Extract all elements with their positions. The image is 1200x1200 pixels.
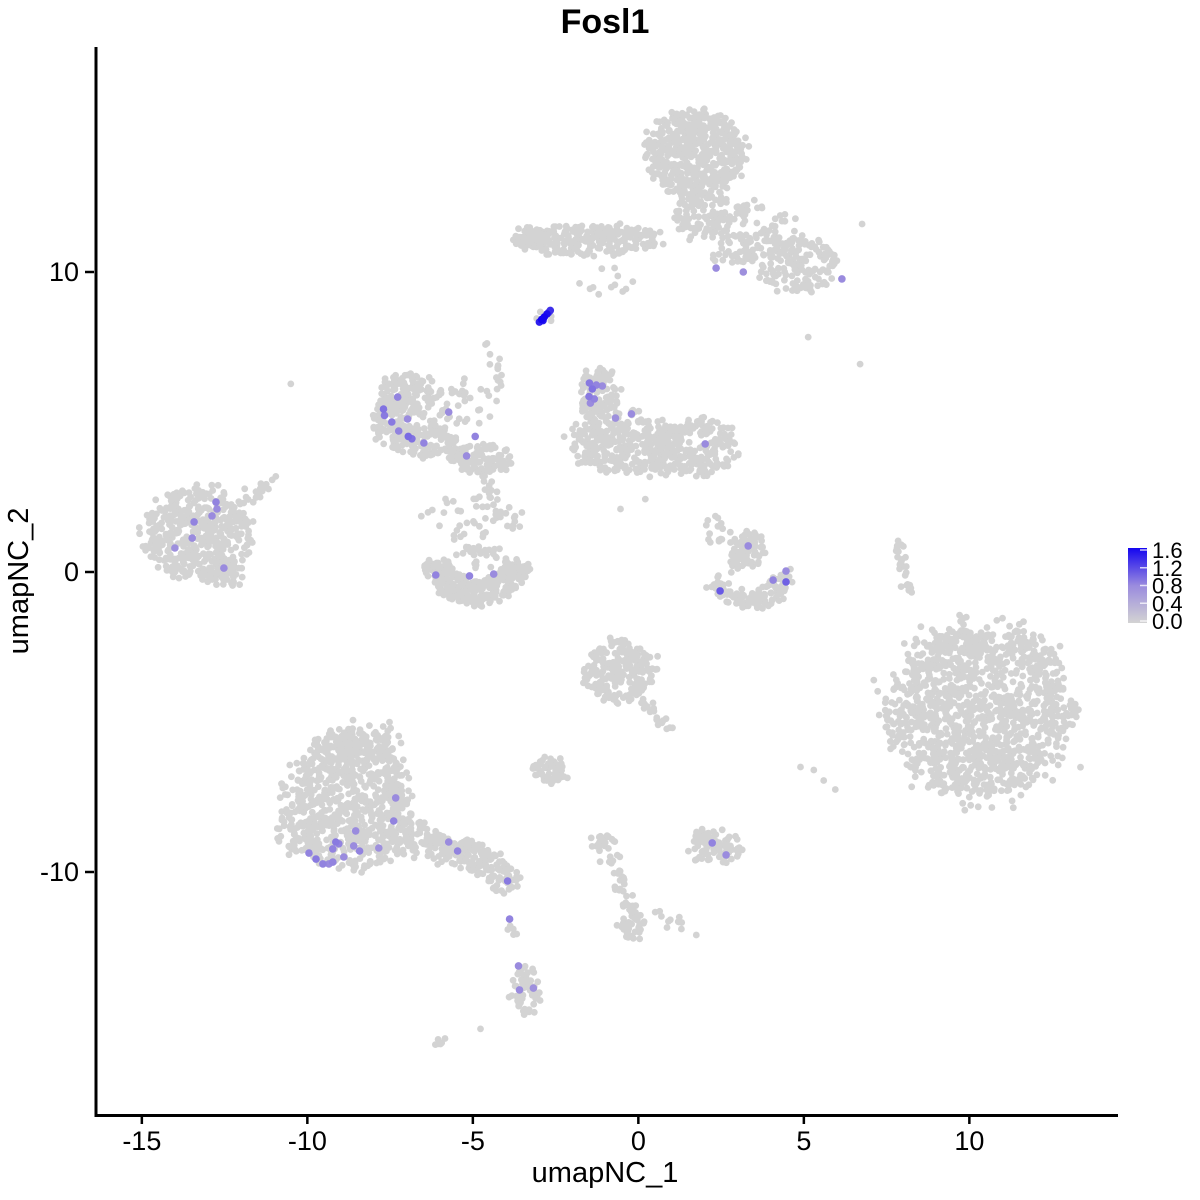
legend-tick-label: 0.4 xyxy=(1152,591,1183,616)
y-tick-label: 0 xyxy=(64,557,79,587)
x-axis-title: umapNC_1 xyxy=(532,1157,679,1189)
legend-colorbar: 1.61.20.80.40.0 xyxy=(1128,538,1183,634)
y-axis-ticks: 10 0 -10 xyxy=(40,257,94,887)
legend-tick-label: 1.6 xyxy=(1152,538,1183,563)
x-axis-ticks: -15 -10 -5 0 5 10 xyxy=(122,1115,984,1156)
legend-tick-label: 1.2 xyxy=(1152,556,1183,581)
legend-tick-label: 0.0 xyxy=(1152,609,1183,634)
x-tick-label: -5 xyxy=(461,1126,485,1156)
y-tick-label: 10 xyxy=(49,257,79,287)
x-tick-label: 10 xyxy=(954,1126,984,1156)
x-tick-label: 0 xyxy=(631,1126,646,1156)
x-tick-label: -10 xyxy=(288,1126,327,1156)
x-tick-label: 5 xyxy=(796,1126,811,1156)
legend-tick-label: 0.8 xyxy=(1152,574,1183,599)
expressing-cells-layer xyxy=(171,264,846,994)
legend-gradient-bar xyxy=(1128,548,1147,623)
y-tick-label: -10 xyxy=(40,857,79,887)
cell-points-layer xyxy=(135,105,1084,1048)
legend-tick-labels: 1.61.20.80.40.0 xyxy=(1140,538,1183,634)
y-axis-title: umapNC_2 xyxy=(3,508,35,655)
x-tick-label: -15 xyxy=(122,1126,161,1156)
plot-title: Fosl1 xyxy=(561,3,650,41)
